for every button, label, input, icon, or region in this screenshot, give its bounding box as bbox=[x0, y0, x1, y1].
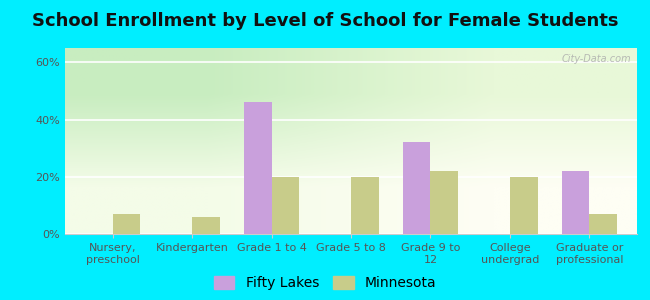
Bar bbox=[351, 177, 379, 234]
Text: School Enrollment by Level of School for Female Students: School Enrollment by Level of School for… bbox=[32, 12, 618, 30]
Bar bbox=[562, 171, 590, 234]
Bar bbox=[112, 214, 140, 234]
Legend: Fifty Lakes, Minnesota: Fifty Lakes, Minnesota bbox=[214, 276, 436, 290]
Bar bbox=[244, 102, 272, 234]
Bar bbox=[272, 177, 300, 234]
Text: City-Data.com: City-Data.com bbox=[562, 54, 631, 64]
Bar bbox=[590, 214, 617, 234]
Bar bbox=[510, 177, 538, 234]
Bar bbox=[402, 142, 430, 234]
Bar bbox=[192, 217, 220, 234]
Bar bbox=[430, 171, 458, 234]
